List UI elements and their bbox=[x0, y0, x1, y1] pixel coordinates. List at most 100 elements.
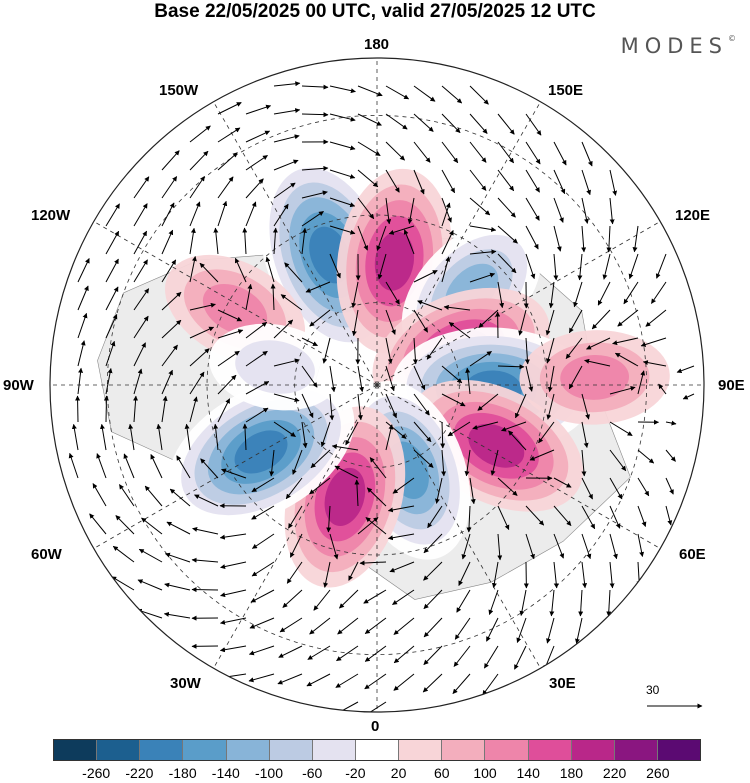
wind-vector bbox=[357, 365, 365, 393]
wind-vector bbox=[387, 533, 415, 541]
meridian-line bbox=[213, 384, 378, 669]
wind-vector bbox=[189, 125, 211, 143]
wind-vector bbox=[676, 365, 695, 374]
wind-vector bbox=[413, 449, 434, 468]
wind-vector bbox=[200, 458, 219, 479]
wind-vector bbox=[351, 281, 359, 308]
wind-vector bbox=[68, 452, 79, 479]
wind-vector bbox=[581, 533, 592, 560]
wind-vector bbox=[217, 127, 241, 143]
wind-vector bbox=[189, 326, 215, 339]
wind-vector bbox=[525, 533, 535, 560]
wind-vector bbox=[313, 589, 331, 611]
wind-vector bbox=[279, 617, 303, 633]
lon-label-150e: 150E bbox=[548, 82, 584, 99]
wind-vector bbox=[385, 113, 408, 130]
lon-label-180: 180 bbox=[364, 36, 390, 53]
wind-vector bbox=[301, 190, 328, 199]
wind-vector bbox=[637, 533, 645, 557]
wind-vector bbox=[514, 645, 527, 670]
wind-vector bbox=[339, 589, 359, 609]
wind-vector bbox=[525, 113, 542, 136]
wind-vector bbox=[289, 533, 303, 558]
wind-vector bbox=[515, 393, 527, 419]
colorbar-tick-label: 180 bbox=[559, 765, 584, 781]
meridian-line bbox=[93, 221, 378, 386]
wind-vector bbox=[133, 368, 143, 395]
wind-vector bbox=[392, 477, 415, 494]
wind-vector bbox=[133, 176, 150, 199]
wind-vector bbox=[245, 407, 269, 423]
wind-vector bbox=[602, 253, 611, 280]
wind-vector bbox=[301, 165, 329, 171]
wind-vector bbox=[301, 227, 307, 255]
wind-vector bbox=[456, 589, 471, 613]
wind-vector bbox=[163, 611, 191, 619]
wind-vector bbox=[413, 309, 429, 333]
wind-vector bbox=[609, 449, 627, 472]
wind-vector bbox=[273, 81, 301, 87]
wind-vector bbox=[329, 169, 356, 179]
wind-vector bbox=[364, 673, 387, 690]
wind-vector bbox=[245, 178, 264, 199]
wind-vector bbox=[441, 230, 454, 255]
wind-vector bbox=[273, 108, 301, 115]
map-title: Base 22/05/2025 00 UTC, valid 27/05/2025… bbox=[154, 1, 596, 22]
wind-vector bbox=[546, 393, 555, 420]
wind-vector bbox=[385, 365, 395, 392]
wind-vector bbox=[357, 141, 381, 157]
wind-vector bbox=[245, 350, 268, 367]
wind-vector bbox=[301, 393, 314, 419]
wind-vector bbox=[133, 342, 146, 367]
colorbar-swatch bbox=[54, 740, 98, 760]
meridian-line bbox=[376, 384, 541, 669]
wind-vector bbox=[309, 617, 331, 635]
polar-stereographic-map bbox=[49, 57, 705, 713]
wind-vector bbox=[581, 225, 587, 253]
wind-vector bbox=[497, 113, 515, 135]
wind-vector bbox=[213, 423, 219, 451]
wind-vector bbox=[331, 444, 359, 451]
lon-label-30e: 30E bbox=[549, 675, 576, 692]
wind-vector bbox=[189, 201, 201, 227]
wind-vector bbox=[441, 85, 463, 104]
wind-vector bbox=[441, 449, 447, 477]
wind-vector bbox=[176, 455, 191, 479]
wind-vector bbox=[478, 309, 499, 328]
wind-vector bbox=[194, 494, 219, 507]
wind-vector bbox=[413, 85, 436, 102]
wind-vector bbox=[413, 393, 430, 416]
wind-vector bbox=[423, 589, 443, 610]
wind-vector bbox=[578, 589, 584, 617]
wind-vector bbox=[575, 617, 583, 644]
wind-vector bbox=[249, 617, 275, 629]
wind-vector bbox=[581, 477, 593, 500]
wind-vector bbox=[359, 560, 387, 566]
wind-vector bbox=[199, 262, 219, 283]
wind-vector bbox=[469, 272, 496, 283]
wind-vector bbox=[103, 395, 109, 423]
wind-vector bbox=[354, 479, 360, 507]
wind-vector bbox=[525, 169, 540, 193]
wind-vector bbox=[447, 421, 471, 437]
wind-vector bbox=[189, 175, 205, 199]
wind-vector bbox=[577, 253, 583, 281]
wind-vector bbox=[469, 225, 497, 232]
wind-vector bbox=[111, 576, 135, 591]
wind-vector bbox=[628, 253, 639, 280]
wind-vector bbox=[497, 364, 525, 370]
wind-vector bbox=[278, 645, 303, 658]
wind-vector bbox=[77, 285, 89, 311]
wind-vector bbox=[553, 561, 559, 589]
wind-vector bbox=[286, 561, 303, 584]
wind-vector bbox=[248, 645, 275, 656]
wind-vector bbox=[217, 309, 243, 322]
lon-label-150w: 150W bbox=[159, 82, 199, 99]
colorbar-swatch bbox=[312, 740, 356, 760]
wind-vector bbox=[665, 449, 676, 462]
wind-vector bbox=[189, 396, 198, 423]
wind-vector bbox=[301, 337, 318, 347]
wind-vector bbox=[357, 113, 382, 126]
wind-vector bbox=[525, 365, 534, 392]
wind-vector bbox=[553, 477, 572, 488]
